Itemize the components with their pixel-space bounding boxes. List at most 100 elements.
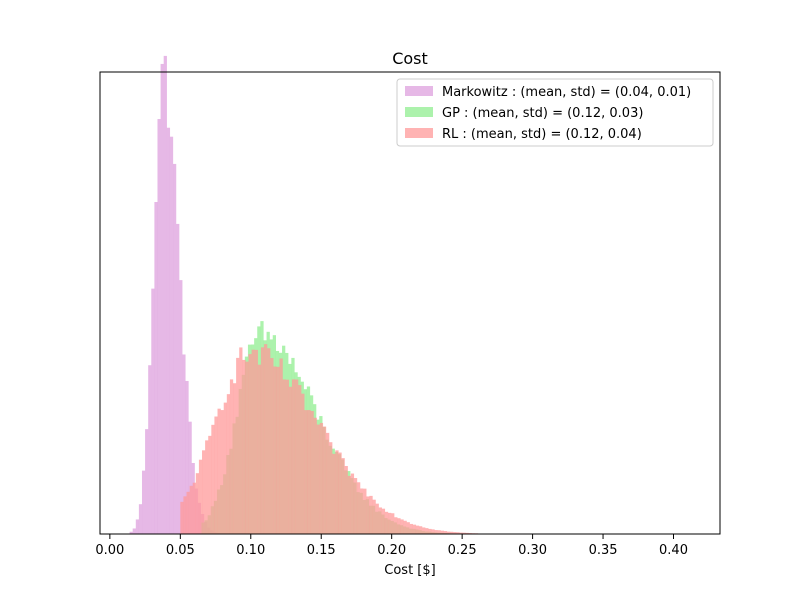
histogram-bar — [264, 344, 268, 534]
histogram-bar — [282, 379, 286, 534]
histogram-bar — [462, 532, 466, 534]
legend-swatch-rl — [405, 128, 433, 138]
histogram-bar — [310, 411, 314, 534]
histogram-bar — [157, 119, 161, 534]
histogram-bar — [409, 523, 413, 534]
histogram-bar — [446, 531, 451, 534]
histogram-bar — [301, 393, 305, 534]
histogram-bar — [322, 426, 327, 534]
legend-label-rl: RL : (mean, std) = (0.12, 0.04) — [442, 127, 642, 142]
histogram-bar — [366, 496, 370, 534]
histogram-bar — [129, 531, 133, 534]
histogram-bar — [248, 354, 252, 534]
histogram-bar — [440, 530, 444, 534]
legend-swatch-markowitz — [405, 86, 433, 96]
histogram-bar — [465, 532, 469, 534]
histogram-bar — [217, 408, 221, 534]
histogram-bar — [270, 358, 274, 534]
histogram-bar — [295, 379, 299, 534]
histogram-bar — [434, 530, 438, 534]
histogram-bar — [251, 349, 255, 534]
histogram-bar — [363, 488, 367, 534]
histogram-bar — [205, 440, 209, 534]
legend-swatch-gp — [405, 107, 433, 117]
histogram-bar — [450, 531, 454, 534]
x-tick-label: 0.05 — [166, 543, 195, 558]
histogram-bar — [257, 364, 262, 534]
histogram-bar — [176, 223, 180, 535]
histogram-bar — [195, 473, 200, 534]
histogram-bar — [233, 383, 237, 534]
histogram-bar — [183, 496, 187, 534]
histogram-bar — [135, 519, 140, 534]
x-tick-label: 0.30 — [518, 543, 547, 558]
histogram-bar — [412, 524, 417, 534]
histogram-bar — [223, 402, 227, 534]
histogram-bar — [375, 503, 379, 534]
histogram-bar — [192, 482, 196, 534]
histogram-bar — [350, 473, 355, 534]
histogram-bar — [220, 410, 224, 534]
histogram-bar — [406, 522, 410, 534]
legend: Markowitz : (mean, std) = (0.04, 0.01) GP… — [396, 78, 714, 147]
histogram-bar — [347, 475, 351, 534]
legend-label-markowitz: Markowitz : (mean, std) = (0.04, 0.01) — [442, 85, 691, 100]
histogram-bar — [141, 470, 146, 534]
histogram-bar — [344, 466, 348, 534]
histogram-bar — [394, 517, 398, 534]
histogram-bar — [179, 280, 183, 534]
histogram-bar — [273, 366, 277, 534]
histogram-bar — [397, 518, 401, 534]
histogram-bar — [145, 429, 149, 534]
histogram-bar — [291, 379, 296, 534]
histogram-bar — [304, 410, 308, 534]
histogram-bar — [132, 528, 136, 534]
histogram-bar — [198, 459, 203, 534]
x-tick-label: 0.25 — [448, 543, 477, 558]
histogram-bar — [245, 361, 249, 534]
plot-frame — [99, 71, 721, 535]
x-tick-label: 0.00 — [95, 543, 124, 558]
histogram-bar — [202, 450, 206, 534]
histogram-bar — [307, 410, 311, 534]
histogram-bar — [214, 416, 218, 534]
histogram-bar — [381, 508, 386, 534]
x-tick-label: 0.20 — [377, 543, 406, 558]
histogram-bar — [236, 357, 240, 534]
histogram-bar — [428, 528, 432, 534]
histogram-bar — [279, 358, 283, 534]
histogram-bar — [154, 202, 158, 534]
histogram-bar — [180, 501, 184, 534]
histogram-bar — [400, 519, 404, 534]
legend-box — [396, 78, 714, 147]
histogram-bar — [298, 385, 302, 534]
x-tick-label: 0.10 — [236, 543, 265, 558]
histogram-bar — [185, 380, 189, 534]
histogram-bar — [431, 529, 435, 534]
series-markowitz-bars — [129, 55, 220, 535]
chart-title: Cost — [392, 49, 428, 68]
histogram-bar — [335, 450, 339, 534]
histogram-bar — [163, 55, 167, 534]
histogram-bar — [369, 495, 373, 534]
histogram-bar — [166, 127, 171, 534]
histogram-bar — [419, 526, 423, 534]
series-rl-bars — [180, 344, 479, 534]
histogram-bar — [188, 421, 192, 534]
histogram-bar — [226, 394, 231, 534]
histogram-bar — [138, 504, 143, 534]
histogram-bar — [425, 528, 429, 534]
histogram-bar — [459, 532, 463, 534]
histogram-bar — [403, 520, 407, 534]
histogram-bar — [384, 511, 389, 534]
histogram-bar — [341, 458, 345, 534]
histogram-bar — [357, 482, 361, 534]
histogram-bar — [319, 422, 324, 534]
histogram-bar — [288, 386, 293, 534]
histogram-bar — [151, 288, 155, 534]
histogram-bar — [276, 366, 280, 534]
histogram-bar — [372, 499, 376, 534]
histogram-bar — [208, 435, 212, 534]
histogram-bar — [378, 507, 382, 534]
